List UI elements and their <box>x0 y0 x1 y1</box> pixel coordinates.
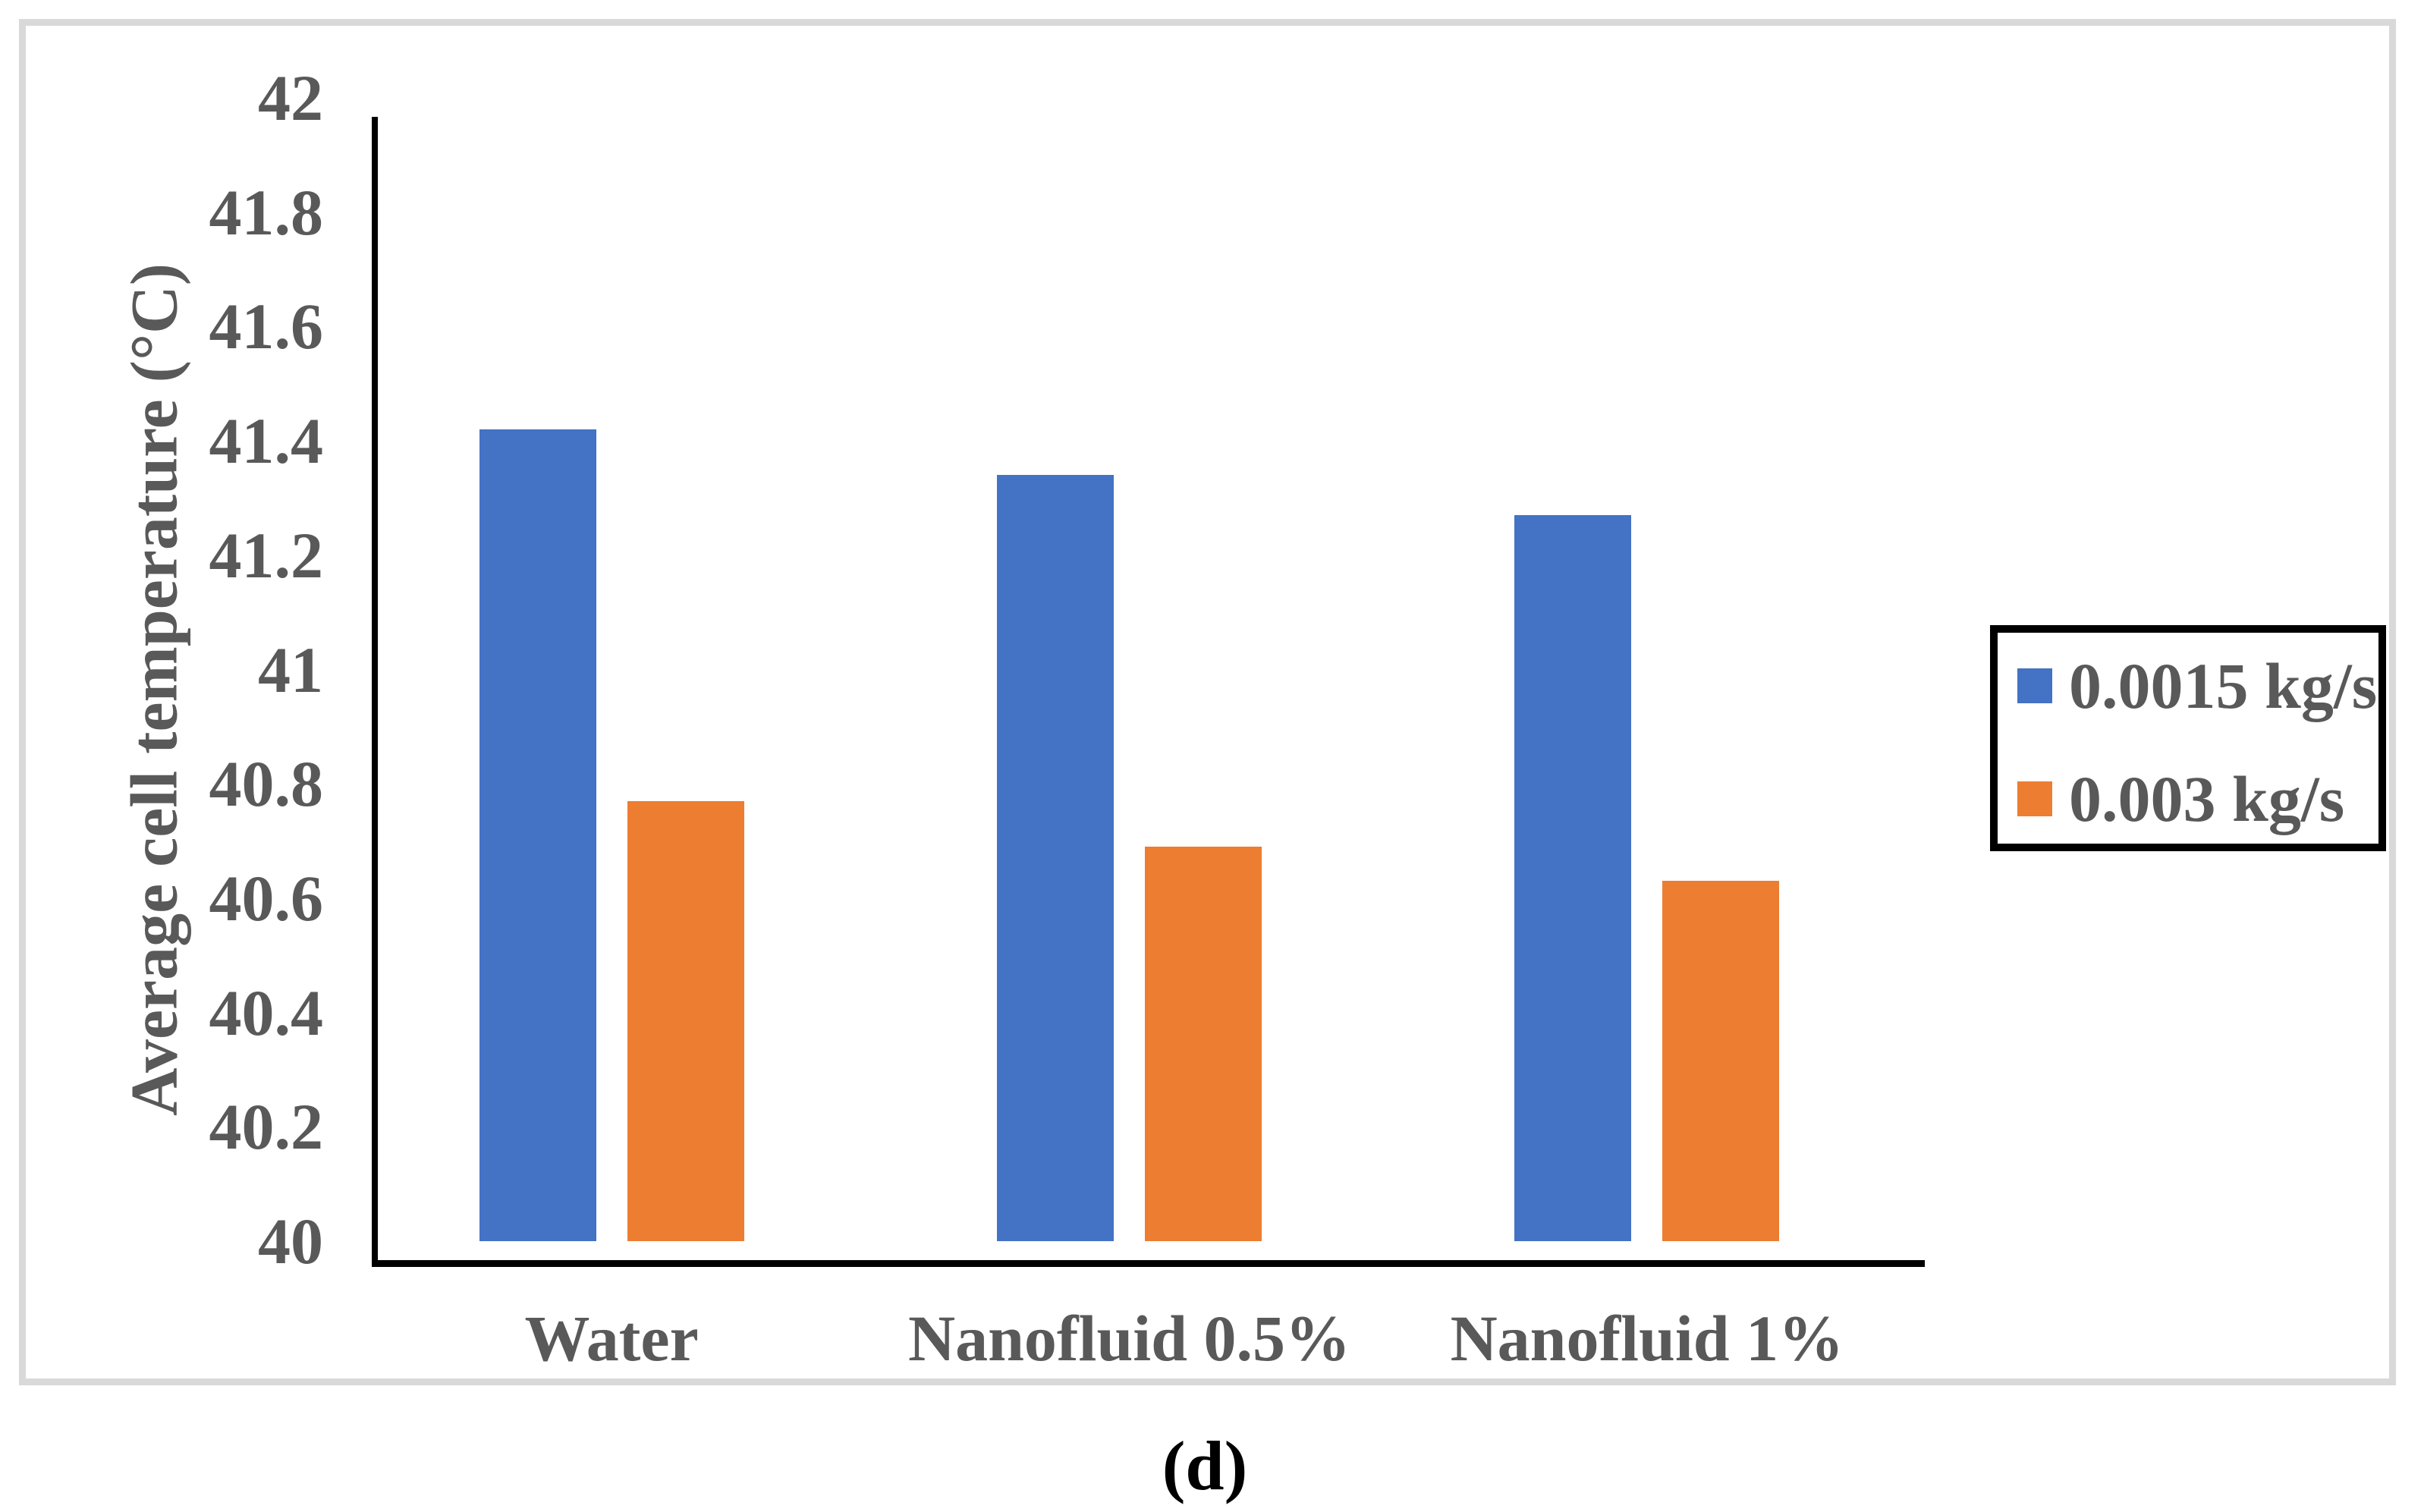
y-axis-tick-label: 41 <box>258 633 323 706</box>
bar-water-0.003-kg-s <box>627 800 744 1241</box>
y-axis-tick-label: 40 <box>258 1205 323 1278</box>
x-axis-line <box>372 1260 1925 1267</box>
y-axis-tick-label: 40.4 <box>209 976 324 1049</box>
bar-nanofluid-1--0.0015-kg-s <box>1514 515 1632 1241</box>
y-axis-tick-label: 42 <box>258 61 323 134</box>
legend-swatch-icon <box>2017 668 2052 703</box>
bar-nanofluid-0-5--0.0015-kg-s <box>997 475 1114 1241</box>
legend-item-0.003-kgs: 0.003 kg/s <box>2017 762 2344 835</box>
figure-caption: (d) <box>1162 1427 1248 1504</box>
legend: 0.0015 kg/s 0.003 kg/s <box>1990 625 2386 851</box>
figure-panel: Average cell temperature (°C) 42 41.8 41.6… <box>19 19 2396 1385</box>
y-axis-tick-label: 41.2 <box>209 518 324 592</box>
y-axis-tick-label: 41.6 <box>209 290 324 363</box>
bar-nanofluid-0-5--0.003-kg-s <box>1145 847 1262 1241</box>
x-category-label: Nanofluid 0.5% <box>907 1302 1351 1375</box>
y-axis-tick-label: 41.4 <box>209 404 324 478</box>
y-axis-tick-label: 41.8 <box>209 175 324 249</box>
legend-label: 0.0015 kg/s <box>2069 649 2378 722</box>
y-axis-tick-label: 40.2 <box>209 1090 324 1164</box>
legend-item-0.0015-kgs: 0.0015 kg/s <box>2017 649 2377 722</box>
x-category-label: Water <box>524 1302 699 1375</box>
x-category-label: Nanofluid 1% <box>1450 1302 1844 1375</box>
legend-swatch-icon <box>2017 781 2052 816</box>
bar-water-0.0015-kg-s <box>479 429 596 1241</box>
y-axis-line <box>372 117 378 1267</box>
legend-label: 0.003 kg/s <box>2069 762 2345 835</box>
y-axis-tick-label: 40.6 <box>209 861 324 935</box>
bar-nanofluid-1--0.003-kg-s <box>1662 881 1780 1241</box>
y-axis-tick-label: 40.8 <box>209 747 324 821</box>
